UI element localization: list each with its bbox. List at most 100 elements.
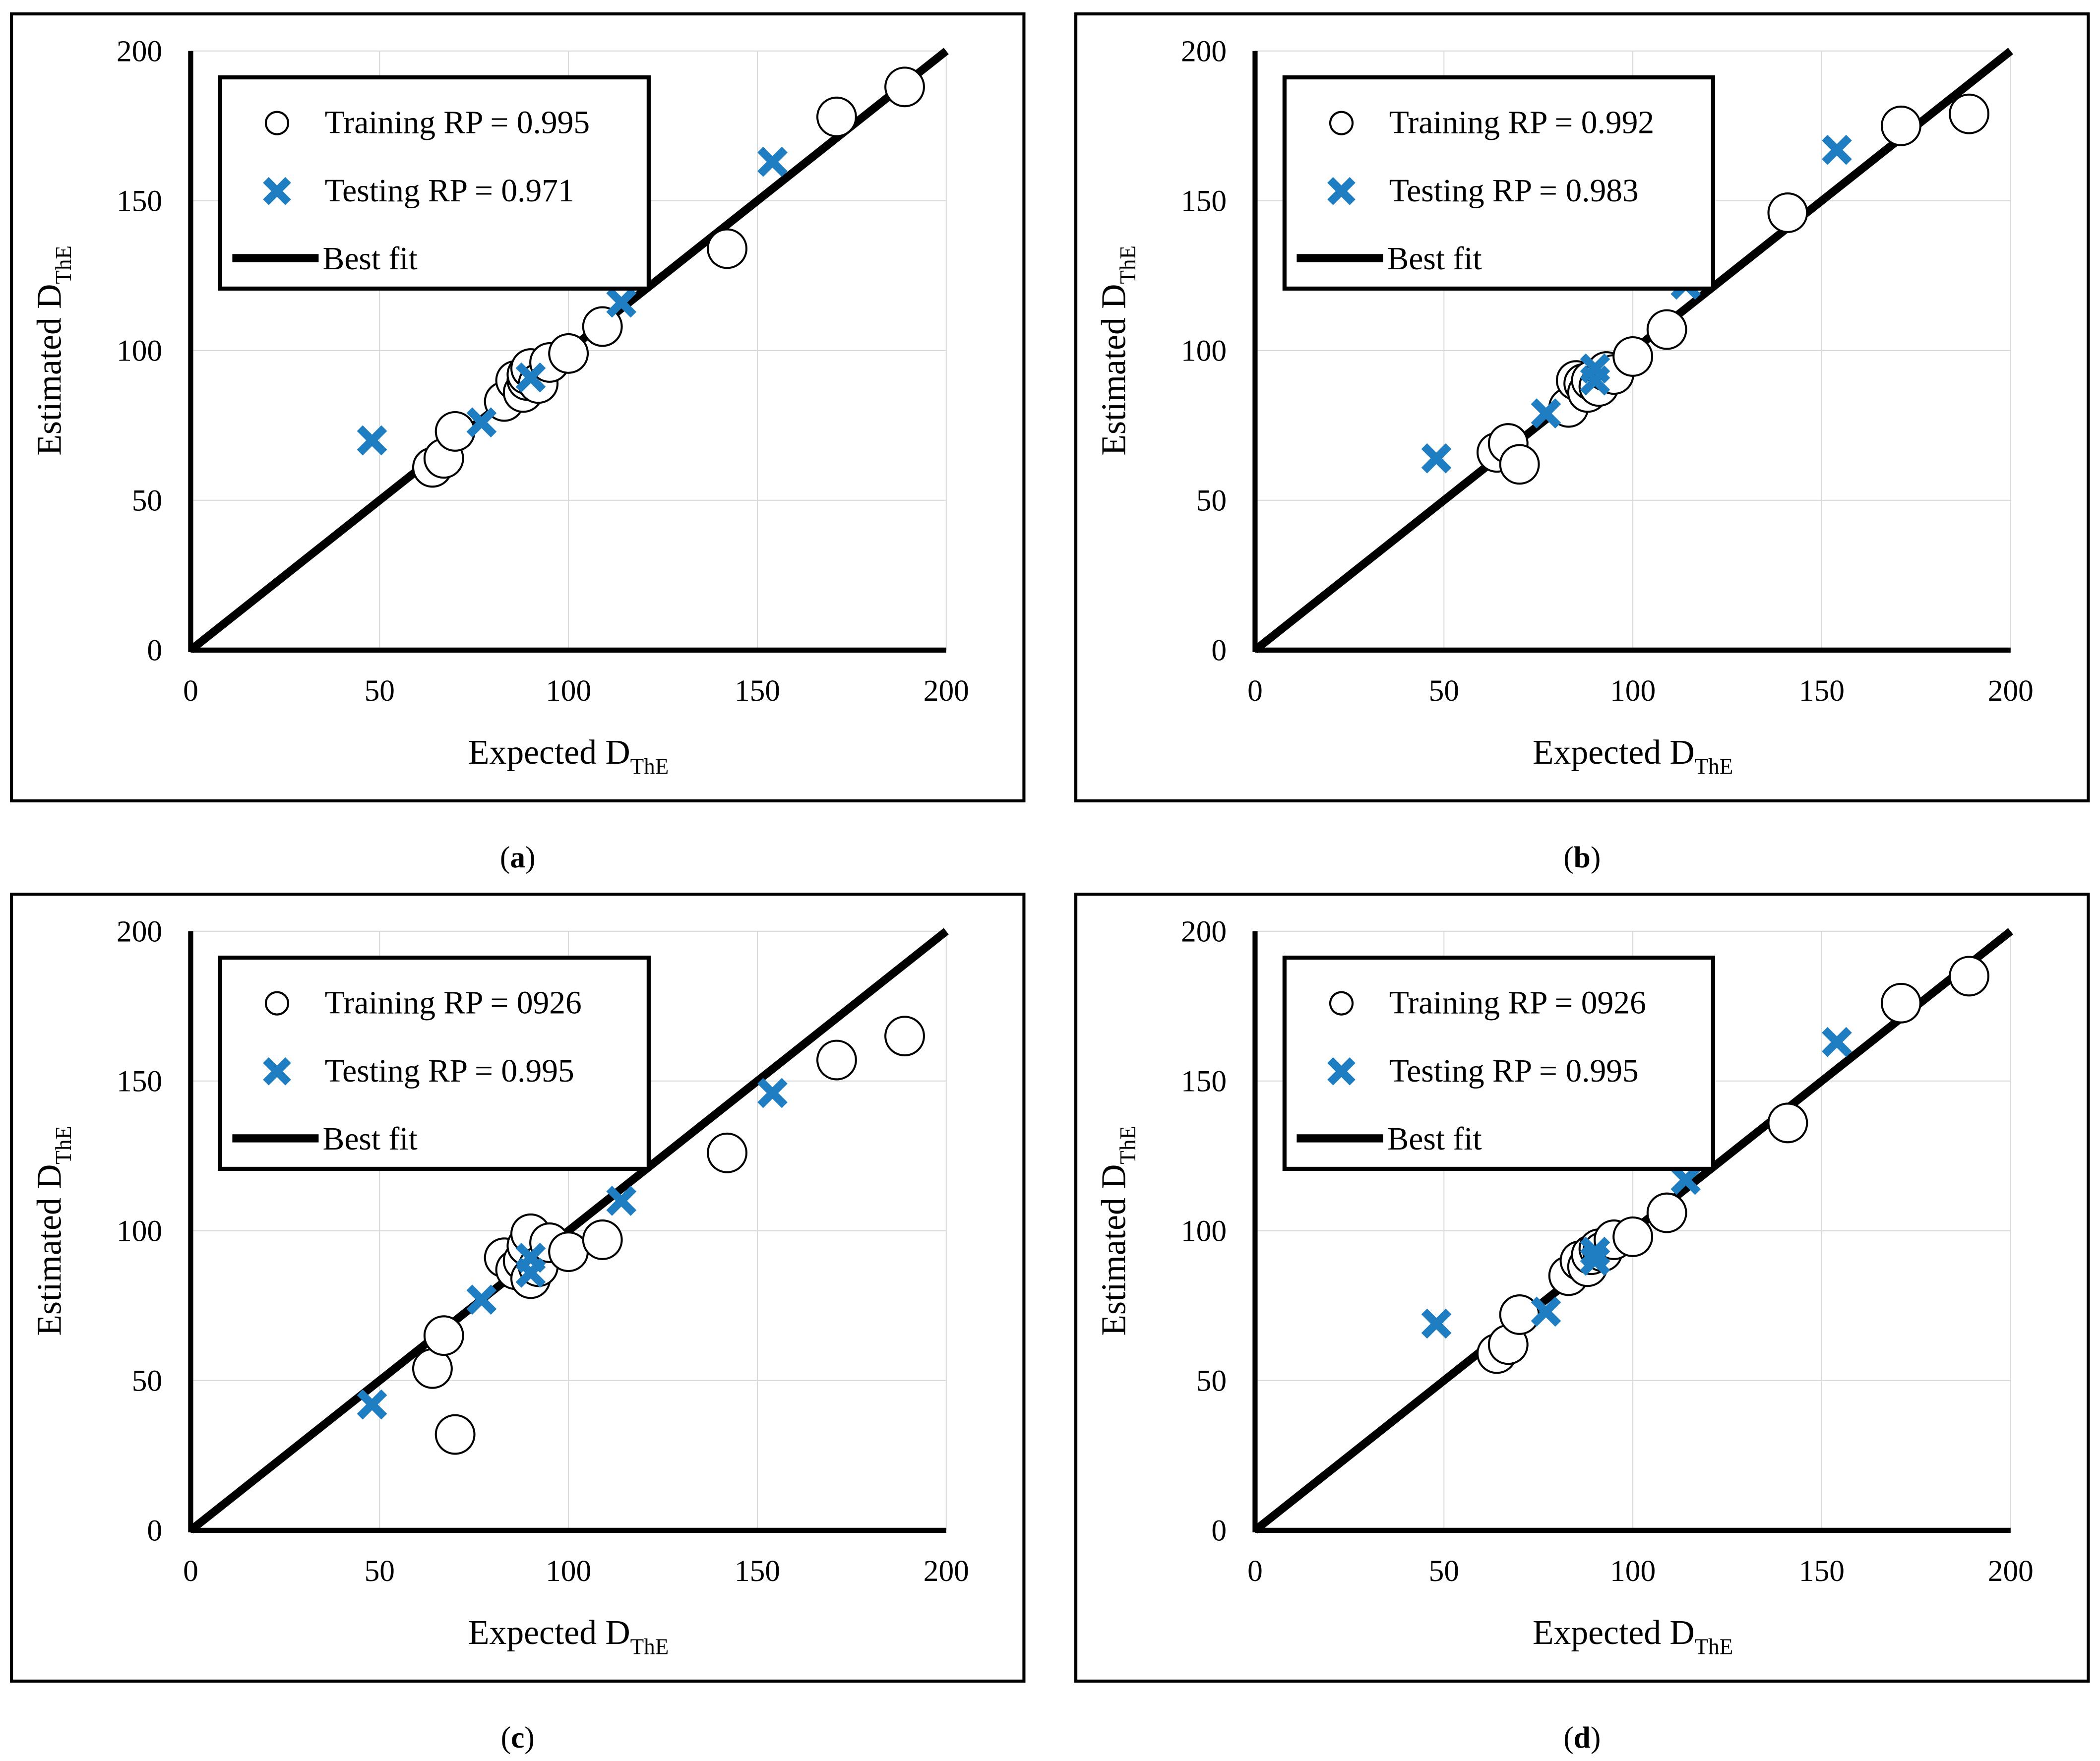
legend-training-marker bbox=[264, 111, 290, 135]
legend-best-fit-label: Best fit bbox=[323, 241, 418, 277]
legend-testing-marker bbox=[263, 177, 291, 205]
testing-point-3 bbox=[1580, 1236, 1610, 1267]
testing-point-2-stroke-2 bbox=[1580, 1245, 1610, 1276]
panel-a: 0 50 100 150 200 0 50 100 150 200 Expected DThE Est… bbox=[10, 12, 1026, 874]
testing-point-4 bbox=[606, 1186, 637, 1216]
testing-point-5-stroke-2 bbox=[1822, 1027, 1852, 1057]
y-axis-title: Estimated DThE bbox=[1095, 245, 1140, 456]
y-tick-label-0: 0 bbox=[1211, 633, 1227, 667]
testing-point-1-stroke-2 bbox=[1531, 1296, 1561, 1327]
training-point-14 bbox=[816, 96, 857, 137]
training-point-2 bbox=[1499, 444, 1540, 485]
legend-training-label: Training RP = 0.992 bbox=[1389, 105, 1654, 141]
testing-point-2 bbox=[515, 362, 546, 393]
x-axis-title: Expected DThE bbox=[1533, 1614, 1733, 1659]
x-axis-title: Expected DThE bbox=[468, 1614, 669, 1659]
legend-training-label: Training RP = 0926 bbox=[325, 985, 582, 1021]
training-point-15 bbox=[884, 1016, 925, 1057]
y-axis-title-subscript: ThE bbox=[1115, 1126, 1140, 1164]
x-tick-label-2: 100 bbox=[546, 674, 591, 708]
testing-point-5 bbox=[757, 1078, 788, 1108]
legend-training-label: Training RP = 0.995 bbox=[325, 105, 590, 141]
testing-point-4-stroke-2 bbox=[757, 146, 788, 177]
x-tick-label-2: 100 bbox=[1610, 674, 1656, 708]
x-axis-title-subscript: ThE bbox=[630, 1635, 669, 1659]
y-tick-label-0: 0 bbox=[1211, 1514, 1227, 1547]
testing-point-5 bbox=[1822, 134, 1852, 165]
training-point-12 bbox=[582, 1219, 623, 1260]
testing-point-3-stroke-2 bbox=[606, 287, 637, 318]
x-tick-label-4: 200 bbox=[1988, 1554, 2034, 1588]
legend-testing-label: Testing RP = 0.971 bbox=[325, 173, 574, 209]
x-tick-label-0: 0 bbox=[1247, 674, 1263, 708]
legend-testing-marker bbox=[1327, 177, 1356, 205]
legend: Training RP = 0.995 Testing RP = 0.971 Bes… bbox=[218, 75, 651, 291]
y-tick-label-2: 100 bbox=[117, 1214, 162, 1248]
training-point-10 bbox=[1612, 1216, 1654, 1257]
x-tick-label-1: 50 bbox=[365, 674, 395, 708]
y-axis-title-subscript: ThE bbox=[51, 245, 76, 284]
legend-training-label: Training RP = 0926 bbox=[1389, 985, 1646, 1021]
x-tick-label-1: 50 bbox=[365, 1554, 395, 1588]
training-point-13 bbox=[1767, 192, 1808, 233]
x-tick-label-3: 150 bbox=[735, 1554, 780, 1588]
x-tick-label-0: 0 bbox=[1247, 1554, 1263, 1588]
panel-c: 0 50 100 150 200 0 50 100 150 200 Expected DThE Est… bbox=[10, 893, 1026, 1755]
legend-best-fit-label: Best fit bbox=[323, 1121, 418, 1157]
x-tick-label-1: 50 bbox=[1429, 1554, 1459, 1588]
testing-point-1-stroke-2 bbox=[1531, 398, 1561, 429]
x-tick-label-0: 0 bbox=[183, 674, 198, 708]
y-tick-label-4: 200 bbox=[117, 914, 162, 948]
testing-point-3 bbox=[1580, 353, 1610, 384]
testing-point-3-stroke-2 bbox=[1580, 1236, 1610, 1267]
testing-point-0-stroke-2 bbox=[357, 1389, 387, 1420]
legend-testing-marker-stroke-2 bbox=[263, 1057, 291, 1086]
testing-point-0-stroke-2 bbox=[1421, 1308, 1452, 1339]
testing-point-0-stroke-2 bbox=[357, 425, 387, 456]
training-point-11 bbox=[1612, 336, 1654, 377]
testing-point-3 bbox=[515, 1242, 546, 1273]
x-axis-title-subscript: ThE bbox=[630, 754, 669, 779]
x-tick-label-2: 100 bbox=[1610, 1554, 1656, 1588]
testing-point-3-stroke-2 bbox=[515, 1242, 546, 1273]
legend-best-fit-label: Best fit bbox=[1387, 1121, 1482, 1157]
chart-frame bbox=[10, 12, 1026, 802]
x-tick-label-4: 200 bbox=[1988, 674, 2034, 708]
legend-testing-label: Testing RP = 0.983 bbox=[1389, 173, 1639, 209]
x-tick-label-3: 150 bbox=[735, 674, 780, 708]
y-axis-title-subscript: ThE bbox=[51, 1126, 76, 1164]
testing-point-4 bbox=[1670, 1164, 1701, 1195]
legend-training-marker bbox=[1329, 111, 1354, 135]
training-point-14 bbox=[1949, 956, 1989, 997]
chart-frame bbox=[10, 893, 1026, 1683]
training-point-15 bbox=[1949, 93, 1989, 134]
testing-point-1 bbox=[1531, 1296, 1561, 1327]
testing-point-1-stroke-2 bbox=[466, 1284, 497, 1315]
y-tick-label-1: 50 bbox=[1196, 484, 1227, 517]
legend-training-marker bbox=[264, 991, 290, 1016]
x-tick-label-4: 200 bbox=[924, 1554, 969, 1588]
testing-point-0 bbox=[1421, 443, 1452, 474]
chart-frame bbox=[1074, 893, 2090, 1683]
testing-point-5-stroke-2 bbox=[1822, 134, 1852, 165]
y-tick-label-2: 100 bbox=[117, 334, 162, 367]
legend: Training RP = 0926 Testing RP = 0.995 Best… bbox=[218, 955, 651, 1171]
chart-d: 0 50 100 150 200 0 50 100 150 200 Expected DThE Est… bbox=[1074, 893, 2090, 1683]
chart-c: 0 50 100 150 200 0 50 100 150 200 Expected DThE Est… bbox=[10, 893, 1026, 1683]
legend-box bbox=[1282, 955, 1715, 1171]
x-tick-label-0: 0 bbox=[183, 1554, 198, 1588]
legend-training-marker bbox=[1329, 991, 1354, 1016]
testing-point-0 bbox=[1421, 1308, 1452, 1339]
y-axis-title: Estimated DThE bbox=[30, 1126, 75, 1336]
y-tick-label-4: 200 bbox=[1181, 34, 1227, 68]
x-tick-label-4: 200 bbox=[924, 674, 969, 708]
training-point-12 bbox=[1767, 1102, 1808, 1144]
training-point-2 bbox=[434, 1414, 476, 1455]
testing-point-0-stroke-2 bbox=[1421, 443, 1452, 474]
y-tick-label-3: 150 bbox=[117, 1064, 162, 1098]
legend-testing-marker-stroke-2 bbox=[1327, 177, 1356, 205]
x-tick-label-1: 50 bbox=[1429, 674, 1459, 708]
x-tick-label-3: 150 bbox=[1799, 674, 1845, 708]
testing-point-1 bbox=[466, 1284, 497, 1315]
y-tick-label-3: 150 bbox=[117, 184, 162, 218]
